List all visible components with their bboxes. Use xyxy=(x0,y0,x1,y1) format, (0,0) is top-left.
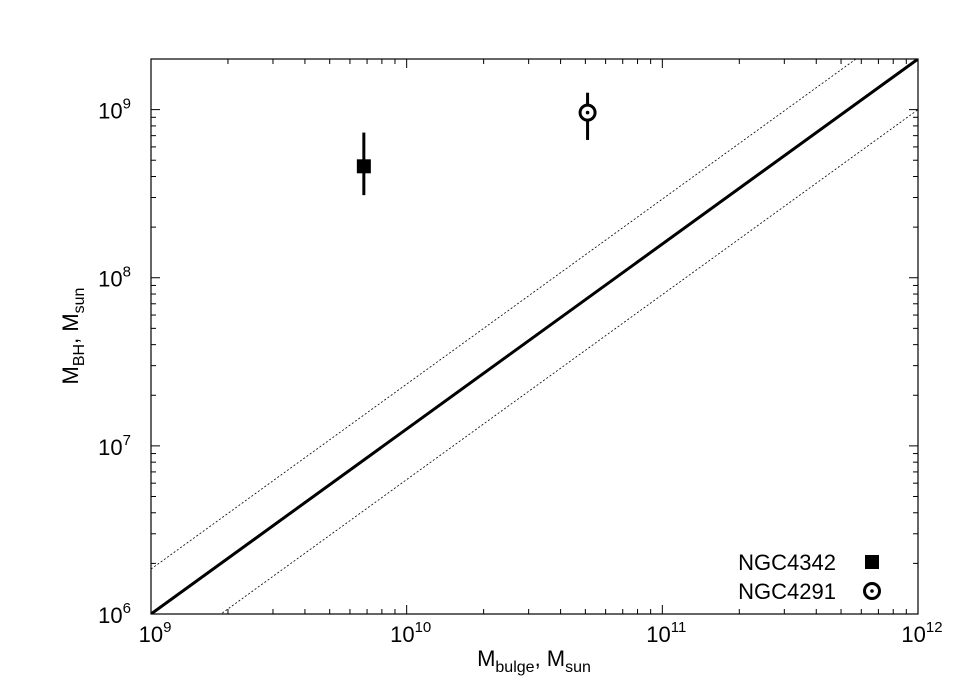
data-point-1 xyxy=(356,159,371,174)
scatter-bound-line xyxy=(220,109,918,614)
x-tick-label: 1011 xyxy=(646,619,686,647)
x-label-sep: , M xyxy=(535,646,566,671)
y-tick-label: 107 xyxy=(98,432,131,460)
y-tick-label: 109 xyxy=(98,96,131,124)
y-label-sep: , M xyxy=(58,313,83,344)
legend-marker-2-dot xyxy=(870,589,874,593)
x-tick-label: 109 xyxy=(139,619,172,647)
y-tick-label: 106 xyxy=(98,600,131,628)
scatter-bound-line xyxy=(151,59,857,570)
data-points xyxy=(356,92,597,196)
x-tick-label: 1012 xyxy=(901,619,942,647)
legend-markers xyxy=(863,555,881,600)
y-tick-labels: 106 107 108 109 xyxy=(98,96,131,628)
y-label-sub1: BH xyxy=(71,344,88,366)
legend: NGC4342 NGC4291 xyxy=(738,550,881,604)
y-label-sub2: sun xyxy=(71,288,88,314)
legend-label-ngc4342: NGC4342 xyxy=(738,550,836,575)
tick-marks xyxy=(150,58,918,615)
x-label-sub1: bulge xyxy=(495,659,534,676)
data-point-2-dot xyxy=(585,110,590,115)
x-label-main: M xyxy=(477,646,495,671)
x-tick-labels: 109 1010 1011 1012 xyxy=(139,619,943,647)
y-tick-label: 108 xyxy=(98,264,131,292)
relation-line xyxy=(151,59,918,614)
plot-frame xyxy=(150,58,919,615)
relation-lines xyxy=(151,59,918,614)
y-axis-label: MBH, Msun xyxy=(58,288,88,385)
legend-marker-1 xyxy=(865,555,879,569)
legend-label-ngc4291: NGC4291 xyxy=(738,579,836,604)
x-axis-label: Mbulge, Msun xyxy=(477,646,591,676)
y-label-main: M xyxy=(58,366,83,384)
x-tick-label: 1010 xyxy=(390,619,431,647)
x-label-sub2: sun xyxy=(565,659,591,676)
